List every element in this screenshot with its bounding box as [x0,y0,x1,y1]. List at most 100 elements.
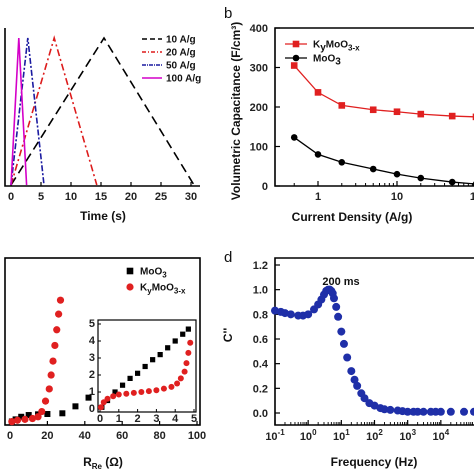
panel-c-frame [4,257,201,426]
panel-c-xtick-label: 60 [116,430,128,442]
panel-d-xtick-label: 102 [366,428,383,443]
panel-a-xlabel: Time (s) [80,209,126,223]
tick-exp: -1 [278,428,286,437]
panel-d-point [334,312,343,321]
panel-a-xtick-label: 30 [185,191,197,203]
tick-base: 10 [399,431,411,443]
panel-a-legend-label: 10 A/g [166,35,196,46]
panel-c-inset-point-1 [153,387,160,394]
panel-d-point [353,381,362,390]
panel-b-legend-marker-1 [292,54,300,62]
panel-c-inset-point-1 [177,375,184,382]
panel-c-inset-point-1 [110,393,117,400]
panel-c-legend-marker-1 [126,283,134,291]
panel-d-point [350,375,359,384]
panel-c-inset-xtick-label: 1 [116,413,122,425]
panel-c-inset-point-0 [142,363,148,370]
tick-base: 10 [265,431,277,443]
panel-b-legend-label-0: KyMoO3-x [313,40,360,54]
panel-d-point [386,405,395,414]
panel-d-point [304,310,313,319]
panel-a-xtick-label: 5 [38,191,44,203]
panel-c-inset-xtick-label: 4 [172,413,179,425]
panel-b-point-1 [314,151,322,158]
panel-c-point-1 [56,296,65,304]
panel-c-inset-ytick-label: 2 [89,369,95,381]
panel-a-xtick-label: 10 [65,191,77,203]
panel-c-inset-ytick-label: 3 [89,352,95,364]
panel-d-point [329,294,338,303]
panel-c-inset-ytick-label: 1 [89,386,95,398]
panel-c-inset-point-1 [160,385,167,392]
panel-b-point-0 [448,112,456,120]
panel-c-inset-point-1 [174,380,181,387]
panel-a: 0 5 10 15 20 25 30 Time (s) 10 A/g 20 A/g 50 A/g 10… [4,28,201,223]
legend-sub: 3-x [174,287,186,296]
panel-b-legend-marker-0 [292,40,300,48]
panel-d-point [343,353,352,362]
panel-c-inset-xtick-label: 2 [135,413,141,425]
panel-b-ylabel: Volumetric Capacitance (F/cm³) [229,22,243,201]
panel-b-point-0 [290,62,298,69]
panel-c-point-1 [55,310,63,318]
panel-a-xtick-label: 20 [125,191,137,203]
panel-c-inset-point-0 [172,338,178,344]
panel-b-legend-label-1: MoO3 [313,54,341,68]
panel-c-point-0 [18,413,25,420]
panel-d-point [403,407,412,416]
panel-c-inset-point-0 [119,382,126,388]
panel-c-point-0 [72,403,79,410]
panel-c-inset-point-0 [127,375,133,381]
panel-c-inset-point-0 [180,331,186,337]
panel-d-xlabel: Frequency (Hz) [331,455,418,469]
tick-exp: 0 [312,428,317,437]
panel-d-point [446,407,455,416]
panel-a-series-line-1 [10,35,98,186]
panel-c-xlabel-unit: (Ω) [102,455,123,469]
tick-exp: 4 [445,428,450,437]
panel-d-point [436,407,445,416]
panel-a-xtick-label: 25 [155,191,167,203]
panel-c-point-1 [13,416,22,424]
legend-text: K [313,40,321,51]
panel-c-inset-xtick-label: 3 [153,413,159,425]
panel-a-axes [4,28,200,187]
panel-c-xlabel-sub: Re [92,462,103,471]
panel-c-point-0 [44,410,51,417]
panel-c-inset-point-1 [123,390,130,397]
tick-exp: 2 [378,428,383,437]
panel-c-inset-point-1 [97,404,104,411]
panel-d-ytick-label: 1.2 [253,260,268,272]
tick-base: 10 [333,431,345,443]
panel-c-inset-xtick-label: 5 [191,413,197,425]
panel-b-point-1 [448,178,456,186]
panel-b-ytick-label: 300 [250,63,268,75]
panel-d-point [380,405,389,414]
panel-d-point [337,327,346,336]
panel-c-point-1 [38,407,46,416]
panel-d-xtick-label: 100 [300,428,317,443]
legend-sub: 3-x [348,44,360,53]
panel-d-point [332,302,341,311]
panel-c-legend-label-1: KyMoO3-x [140,283,186,296]
tick-exp: 1 [345,428,350,437]
panel-c-inset-point-1 [145,388,152,395]
panel-d-label: d [224,249,232,266]
panel-b-xtick-label: 10 [391,191,403,203]
panel-b-point-1 [393,170,401,178]
panel-c-inset-point-1 [168,383,175,390]
panel-d-ytick-label: 0.4 [253,359,269,371]
panel-b-series-line-1 [293,136,474,185]
panel-c-xtick-label: 100 [188,430,206,442]
panel-d-point [470,407,474,416]
panel-d-xtick-label: 103 [399,428,416,443]
panel-c-point-0 [59,410,66,417]
panel-c-xtick-label: 0 [7,430,13,442]
panel-b: b 0 100 200 300 400 1 10 10 Current Density (A/g)… [224,5,474,224]
panel-d-ytick-label: 0.2 [253,383,268,395]
panel-c-point-1 [28,414,37,423]
panel-c-inset-point-1 [187,339,194,346]
panel-b-point-0 [417,110,425,118]
